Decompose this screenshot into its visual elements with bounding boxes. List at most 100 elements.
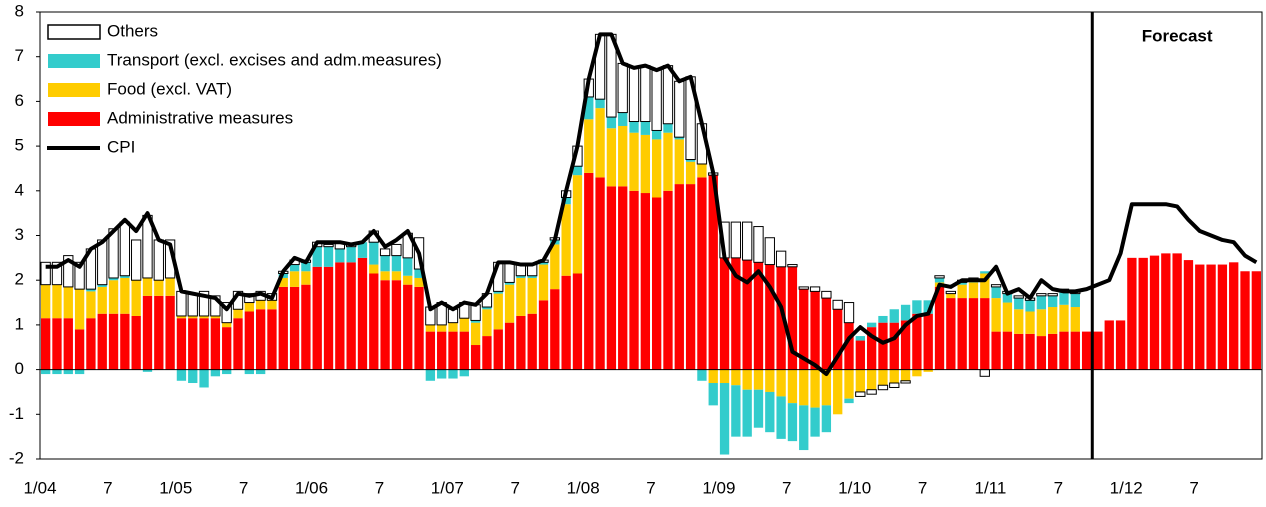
- bar-segment: [198, 290, 210, 317]
- x-tick-label: 1/04: [23, 478, 56, 497]
- bar-segment: [832, 299, 843, 310]
- bar-segment: [1047, 293, 1058, 297]
- bar-segment: [1002, 302, 1013, 332]
- bar-segment: [188, 369, 198, 384]
- bar-segment: [968, 298, 979, 370]
- bar-segment: [877, 384, 889, 391]
- bar-segment: [504, 282, 515, 285]
- bar-segment: [731, 385, 741, 437]
- bar-segment: [425, 369, 436, 381]
- bar-segment: [74, 261, 85, 290]
- bar-segment: [753, 226, 764, 263]
- bar-segment: [561, 275, 571, 370]
- bar-segment: [233, 318, 243, 370]
- bar-segment: [1127, 257, 1137, 370]
- bar-segment: [447, 308, 459, 324]
- bar-segment: [674, 137, 684, 140]
- bar-segment: [878, 369, 888, 386]
- bar-segment: [425, 324, 436, 332]
- bar-segment: [753, 389, 764, 428]
- bar-segment: [584, 96, 594, 120]
- bar-segment: [618, 186, 628, 370]
- bar-segment: [742, 389, 752, 437]
- x-tick-label: 7: [1189, 478, 1198, 497]
- bar-segment: [131, 280, 141, 316]
- bar-segment: [403, 257, 413, 276]
- bar-segment: [889, 309, 899, 323]
- bar-segment: [52, 284, 62, 319]
- bar-segment: [572, 175, 583, 274]
- bar-segment: [165, 295, 175, 370]
- x-tick-label: 1/06: [295, 478, 328, 497]
- bar-segment: [1183, 260, 1194, 370]
- bar-segment: [369, 242, 379, 265]
- bar-segment: [120, 313, 130, 370]
- x-tick-label: 1/10: [838, 478, 871, 497]
- bar-segment: [753, 262, 764, 370]
- y-tick-label: 6: [15, 91, 24, 110]
- bar-segment: [51, 261, 63, 286]
- bar-segment: [165, 277, 175, 296]
- bar-segment: [470, 320, 481, 323]
- legend-swatch: [47, 24, 101, 40]
- bar-segment: [1251, 271, 1261, 370]
- cpi-line: [45, 32, 1258, 377]
- bar-segment: [663, 132, 673, 191]
- bar-segment: [391, 255, 402, 272]
- bar-segment: [787, 369, 798, 404]
- bar-segment: [957, 298, 967, 370]
- bar-segment: [1161, 253, 1171, 370]
- bar-segment: [629, 190, 639, 370]
- bar-segment: [267, 300, 277, 310]
- bar-segment: [74, 369, 85, 375]
- bar-segment: [1115, 320, 1126, 370]
- bar-segment: [391, 243, 402, 257]
- bar-segment: [617, 62, 628, 114]
- bar-segment: [448, 369, 458, 379]
- bar-segment: [900, 320, 911, 370]
- bar-segment: [335, 248, 345, 263]
- bar-segment: [866, 327, 877, 370]
- bar-segment: [154, 295, 164, 370]
- bar-segment: [74, 289, 85, 330]
- y-tick-label: -1: [9, 404, 24, 423]
- annotation: Forecast: [1142, 26, 1213, 45]
- bar-segment: [776, 266, 786, 370]
- bar-segment: [697, 177, 707, 370]
- bar-segment: [1025, 300, 1035, 312]
- bar-segment: [335, 262, 345, 370]
- bar-segment: [640, 193, 650, 370]
- bar-segment: [980, 298, 990, 370]
- legend-swatch: [48, 54, 100, 68]
- bar-segment: [561, 204, 571, 276]
- bar-segment: [176, 290, 187, 317]
- bar-segment: [437, 369, 447, 379]
- legend-swatch: [48, 83, 100, 97]
- bar-segment: [142, 369, 153, 372]
- bar-segment: [222, 327, 232, 370]
- bar-segment: [470, 345, 481, 370]
- bar-segment: [730, 221, 742, 259]
- bar-segment: [108, 280, 119, 314]
- bar-segment: [652, 197, 662, 370]
- bar-segment: [765, 369, 775, 392]
- bar-segment: [142, 277, 153, 296]
- bar-segment: [991, 331, 1001, 370]
- bar-segment: [878, 322, 888, 370]
- bar-segment: [199, 318, 209, 370]
- bar-segment: [493, 329, 503, 370]
- bar-segment: [120, 275, 130, 278]
- legend-label: CPI: [107, 137, 135, 156]
- bar-segment: [821, 369, 832, 406]
- bar-segment: [561, 197, 571, 205]
- bar-segment: [131, 239, 142, 281]
- bar-segment: [742, 260, 752, 370]
- bar-segment: [753, 369, 764, 390]
- bar-segment: [1002, 293, 1013, 303]
- bar-segment: [74, 329, 85, 370]
- bar-segment: [301, 262, 311, 272]
- bar-segment: [504, 284, 515, 323]
- bar-segment: [844, 369, 854, 399]
- bar-segment: [63, 318, 73, 370]
- bar-segment: [765, 264, 775, 370]
